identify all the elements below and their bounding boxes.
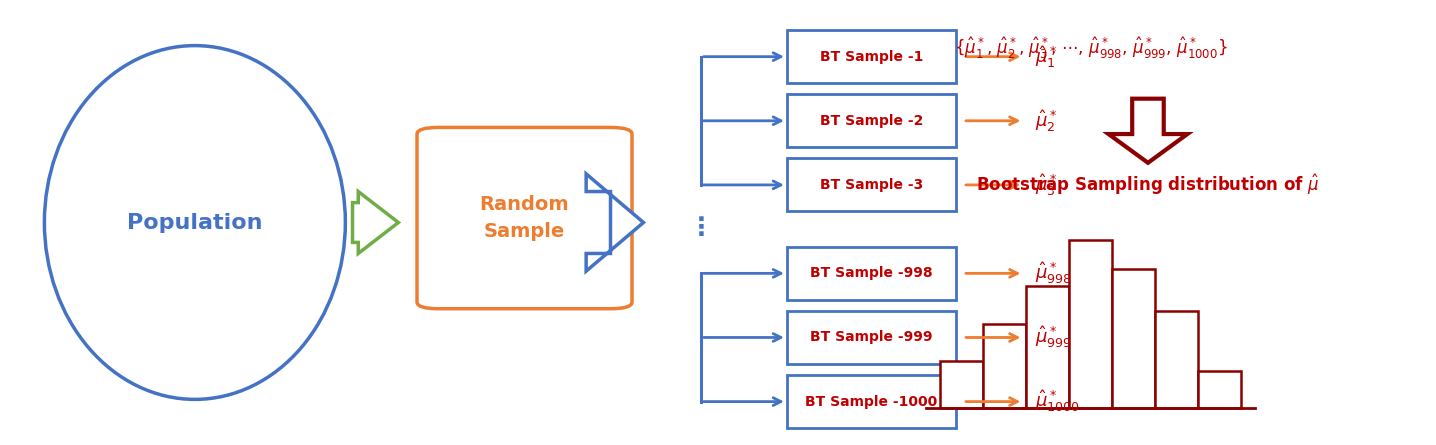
Text: BT Sample -2: BT Sample -2	[820, 114, 923, 128]
Bar	[787, 30, 956, 83]
Text: Random
Sample: Random Sample	[480, 195, 569, 241]
Text: BT Sample -1000: BT Sample -1000	[806, 395, 938, 409]
Bar	[1111, 269, 1155, 408]
FancyBboxPatch shape	[416, 127, 632, 309]
FancyArrow shape	[352, 191, 398, 254]
Text: ⋮: ⋮	[688, 216, 714, 240]
FancyArrow shape	[586, 174, 643, 271]
Text: $\hat{\mu}_{999}^*$: $\hat{\mu}_{999}^*$	[1035, 324, 1071, 350]
Bar	[1155, 311, 1198, 408]
Text: $\hat{\mu}_3^*$: $\hat{\mu}_3^*$	[1035, 172, 1057, 198]
Text: $\hat{\mu}_{1000}^*$: $\hat{\mu}_{1000}^*$	[1035, 389, 1080, 414]
Text: {$\hat{\mu}_1^*$, $\hat{\mu}_2^*$, $\hat{\mu}_3^*$, $\cdots$, $\hat{\mu}_{998}^*: {$\hat{\mu}_1^*$, $\hat{\mu}_2^*$, $\hat…	[954, 35, 1228, 61]
Text: BT Sample -999: BT Sample -999	[810, 331, 932, 344]
Bar	[1198, 371, 1241, 408]
Bar	[787, 375, 956, 428]
Bar	[787, 94, 956, 147]
Text: $\hat{\mu}_{998}^*$: $\hat{\mu}_{998}^*$	[1035, 260, 1071, 286]
Text: Bootstrap Sampling distribution of $\hat{\mu}$: Bootstrap Sampling distribution of $\hat…	[976, 173, 1320, 197]
Text: $\hat{\mu}_1^*$: $\hat{\mu}_1^*$	[1035, 44, 1057, 69]
Bar	[1070, 240, 1111, 408]
Polygon shape	[1109, 99, 1188, 163]
Bar	[787, 311, 956, 364]
Bar	[787, 247, 956, 300]
Bar	[787, 158, 956, 211]
Ellipse shape	[45, 45, 346, 400]
Text: Population: Population	[128, 213, 263, 232]
Bar	[1027, 286, 1070, 408]
Bar	[984, 324, 1027, 408]
Text: BT Sample -1: BT Sample -1	[820, 50, 923, 64]
Text: BT Sample -998: BT Sample -998	[810, 267, 932, 280]
Bar	[941, 361, 984, 408]
Text: $\hat{\mu}_2^*$: $\hat{\mu}_2^*$	[1035, 108, 1057, 134]
Text: BT Sample -3: BT Sample -3	[820, 178, 923, 192]
